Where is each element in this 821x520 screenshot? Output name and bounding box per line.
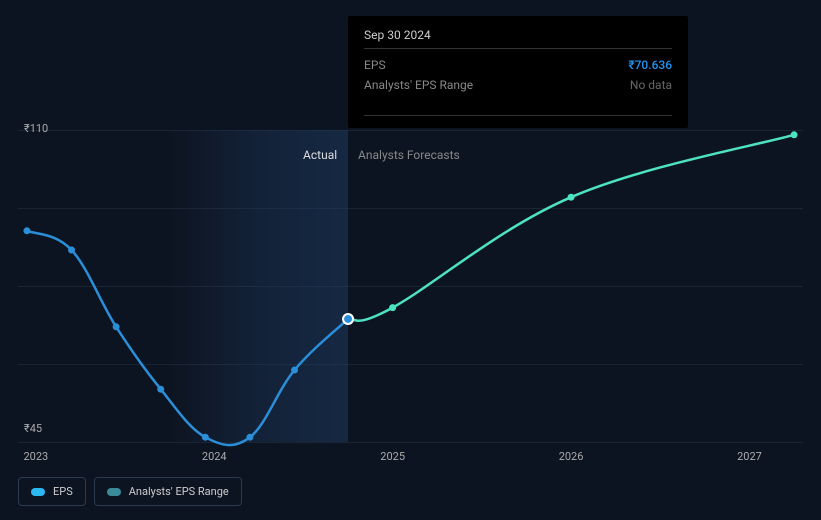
tooltip-eps-label: EPS [364,58,386,72]
x-axis-label: 2027 [737,450,762,463]
legend-item-range[interactable]: Analysts' EPS Range [94,477,242,506]
eps-chart: ₹110 ₹45 Actual Analysts Forecasts 20232… [0,0,821,520]
tooltip-eps-value: ₹70.636 [628,58,672,72]
legend-item-eps[interactable]: EPS [18,477,86,506]
chart-tooltip: Sep 30 2024 EPS ₹70.636 Analysts' EPS Ra… [348,16,688,128]
legend-label-range: Analysts' EPS Range [129,485,229,498]
legend-swatch-range [107,488,121,496]
x-axis-label: 2025 [380,450,405,463]
legend-label-eps: EPS [53,485,73,498]
tooltip-range-value: No data [630,78,672,92]
x-axis-label: 2023 [23,450,48,463]
tooltip-range-label: Analysts' EPS Range [364,78,473,92]
legend-swatch-eps [31,488,45,496]
tooltip-date: Sep 30 2024 [364,28,672,49]
x-axis-label: 2026 [559,450,584,463]
legend: EPS Analysts' EPS Range [18,477,242,506]
x-axis-label: 2024 [202,450,227,463]
